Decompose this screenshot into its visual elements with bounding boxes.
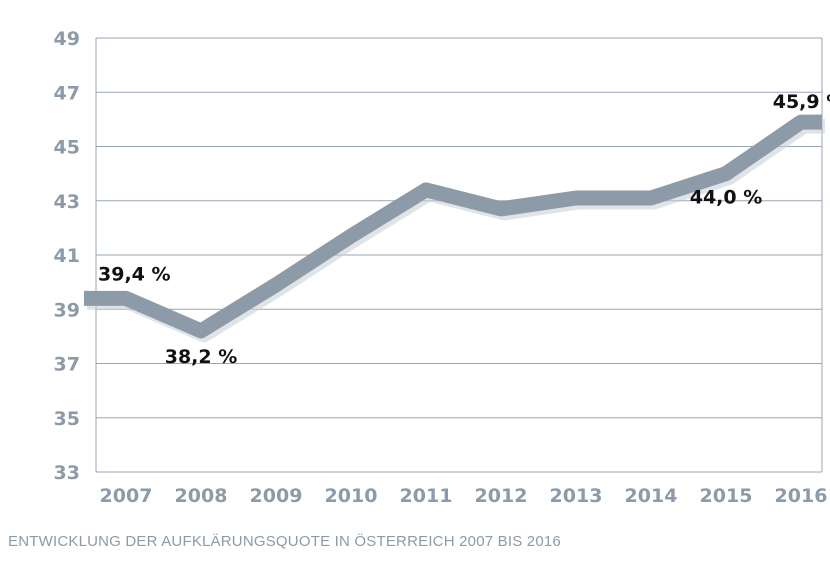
x-tick-label: 2009 bbox=[250, 485, 303, 507]
data-point-2016 bbox=[800, 121, 802, 124]
data-label-2016: 45,9 % bbox=[773, 91, 830, 113]
data-point-2014 bbox=[650, 197, 652, 200]
data-label-2015: 44,0 % bbox=[690, 187, 763, 209]
y-tick-label: 41 bbox=[54, 245, 80, 267]
x-tick-label: 2016 bbox=[775, 485, 828, 507]
y-tick-label: 47 bbox=[54, 82, 80, 104]
series-line bbox=[84, 114, 822, 339]
y-tick-label: 33 bbox=[54, 462, 80, 484]
x-tick-label: 2012 bbox=[475, 485, 528, 507]
data-point-2012 bbox=[500, 207, 502, 210]
data-label-2007: 39,4 % bbox=[98, 263, 171, 285]
chart-caption: ENTWICKLUNG DER AUFKLÄRUNGSQUOTE IN ÖSTE… bbox=[8, 533, 561, 550]
data-point-2008 bbox=[200, 329, 202, 332]
data-point-2015 bbox=[725, 172, 727, 175]
x-tick-label: 2013 bbox=[550, 485, 603, 507]
data-label-2008: 38,2 % bbox=[165, 346, 238, 368]
x-tick-label: 2010 bbox=[325, 485, 378, 507]
x-tick-label: 2011 bbox=[400, 485, 453, 507]
data-point-2011 bbox=[425, 188, 427, 191]
data-point-2013 bbox=[575, 197, 577, 200]
series-line-shadow bbox=[87, 118, 825, 343]
x-tick-label: 2007 bbox=[100, 485, 153, 507]
y-tick-label: 39 bbox=[54, 299, 80, 321]
y-tick-label: 43 bbox=[54, 191, 80, 213]
x-tick-label: 2015 bbox=[700, 485, 753, 507]
data-point-2010 bbox=[350, 235, 352, 238]
y-tick-label: 37 bbox=[54, 354, 80, 376]
x-tick-label: 2014 bbox=[625, 485, 678, 507]
data-labels: 39,4 % 38,2 % 44,0 % 45,9 % bbox=[98, 91, 830, 368]
y-tick-label: 35 bbox=[54, 408, 80, 430]
data-point-2007 bbox=[125, 297, 127, 300]
axes: 33 35 37 39 41 43 45 47 49 2007 2008 2009 2010 2011 20… bbox=[54, 28, 828, 507]
y-tick-label: 45 bbox=[54, 137, 80, 159]
series bbox=[84, 114, 825, 343]
x-tick-label: 2008 bbox=[175, 485, 228, 507]
grid bbox=[96, 37, 822, 473]
data-point-2009 bbox=[275, 283, 277, 286]
y-tick-label: 49 bbox=[54, 28, 80, 50]
